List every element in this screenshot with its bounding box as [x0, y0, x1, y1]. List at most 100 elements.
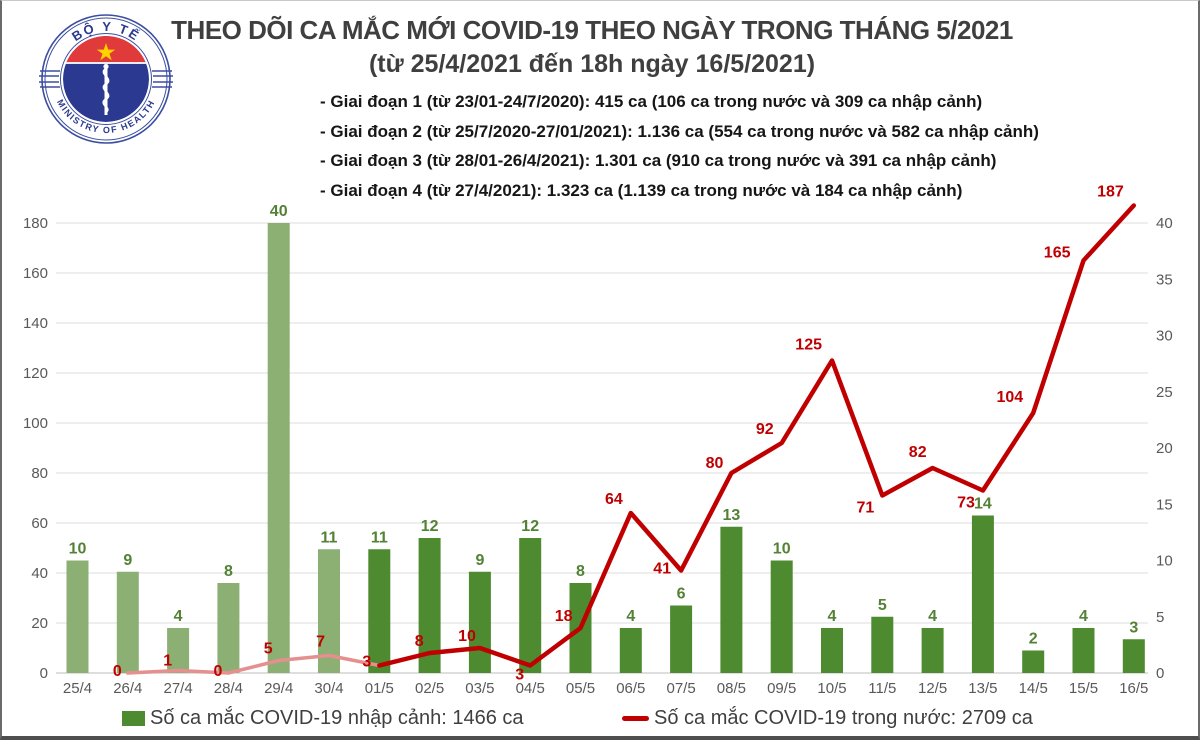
line-value-label: 0	[113, 663, 122, 680]
bar-value-label: 5	[878, 597, 887, 614]
bar	[267, 223, 290, 673]
bar	[1072, 628, 1095, 673]
legend-domestic-label: Số ca mắc COVID-19 trong nước: 2709 ca	[654, 707, 1033, 729]
right-axis-tick: 30	[1156, 328, 1173, 345]
right-axis-tick: 25	[1156, 384, 1173, 401]
x-axis-date-label: 30/4	[314, 680, 343, 697]
x-axis-date-label: 28/4	[214, 680, 243, 697]
bar-value-label: 4	[626, 608, 635, 625]
bar	[670, 605, 693, 673]
line-value-label: 0	[213, 663, 222, 680]
x-axis-date-label: 06/5	[616, 680, 645, 697]
bar	[167, 628, 190, 673]
bar-value-label: 3	[1129, 619, 1138, 636]
legend-bar-swatch-icon	[122, 711, 145, 726]
bar	[519, 538, 542, 673]
bar	[468, 571, 491, 673]
bar-value-label: 14	[974, 496, 992, 513]
bar	[418, 538, 441, 673]
bar	[116, 571, 139, 673]
x-axis-date-label: 04/5	[516, 680, 545, 697]
right-axis-tick: 15	[1156, 496, 1173, 513]
bar-value-label: 10	[69, 541, 87, 558]
x-axis-date-label: 15/5	[1069, 680, 1098, 697]
line-value-label: 7	[316, 634, 325, 651]
x-axis-date-label: 02/5	[415, 680, 444, 697]
ministry-of-health-logo: BỘ Y TẾ MINISTRY OF HEALTH	[36, 5, 176, 153]
bar-value-label: 4	[928, 608, 937, 625]
x-axis-date-label: 10/5	[817, 680, 846, 697]
bar-value-label: 9	[475, 552, 484, 569]
stage-3-summary: - Giai đoạn 3 (từ 28/01-26/4/2021): 1.30…	[320, 151, 997, 170]
line-value-label: 82	[909, 444, 927, 461]
bar-value-label: 4	[1079, 608, 1088, 625]
right-axis-tick: 20	[1156, 440, 1173, 457]
left-axis-tick: 180	[23, 215, 48, 232]
chart-legend: Số ca mắc COVID-19 nhập cảnh: 1466 ca Số…	[2, 705, 1198, 736]
x-axis-date-label: 27/4	[163, 680, 192, 697]
left-axis-tick: 40	[31, 565, 48, 582]
domestic-line	[377, 203, 1137, 668]
bar	[720, 526, 743, 673]
line-value-label: 41	[653, 561, 671, 578]
bar	[921, 628, 944, 673]
bar	[217, 583, 240, 673]
domestic-line-early	[126, 653, 382, 675]
star-icon	[96, 43, 116, 61]
logo-emblem-icon: BỘ Y TẾ MINISTRY OF HEALTH	[39, 14, 173, 144]
bar	[368, 549, 391, 673]
left-axis-tick: 160	[23, 265, 48, 282]
line-value-label: 104	[996, 389, 1023, 406]
line-value-label: 125	[795, 337, 822, 354]
left-axis-tick: 0	[40, 665, 48, 682]
bar-value-label: 13	[723, 507, 741, 524]
bar	[66, 560, 89, 673]
bar	[1122, 639, 1145, 673]
x-axis-date-label: 03/5	[465, 680, 494, 697]
line-value-label: 3	[515, 667, 524, 684]
page-subtitle: (từ 25/4/2021 đến 18h ngày 16/5/2021)	[368, 50, 816, 78]
right-axis-tick: 10	[1156, 553, 1173, 570]
bar-value-label: 40	[270, 203, 288, 220]
legend-item-imported: Số ca mắc COVID-19 nhập cảnh: 1466 ca	[122, 707, 524, 730]
x-axis-date-label: 13/5	[968, 680, 997, 697]
bar	[971, 515, 994, 673]
right-axis-tick: 40	[1156, 215, 1173, 232]
right-axis-tick: 0	[1156, 665, 1164, 682]
line-value-label: 187	[1097, 184, 1124, 201]
left-axis-tick: 140	[23, 315, 48, 332]
bar-value-label: 12	[521, 518, 539, 535]
bar-value-label: 9	[123, 552, 132, 569]
stage-1-summary: - Giai đoạn 1 (từ 23/01-24/7/2020): 415 …	[320, 92, 983, 111]
legend-item-domestic: Số ca mắc COVID-19 trong nước: 2709 ca	[622, 707, 1033, 730]
bar	[871, 616, 894, 673]
stage-summary-list: - Giai đoạn 1 (từ 23/01-24/7/2020): 415 …	[320, 87, 1080, 205]
x-axis-date-label: 16/5	[1119, 680, 1148, 697]
x-axis-date-label: 05/5	[566, 680, 595, 697]
x-axis-date-label: 01/5	[365, 680, 394, 697]
line-value-label: 5	[264, 641, 273, 658]
bar-value-label: 4	[828, 608, 837, 625]
line-value-label: 18	[555, 608, 573, 625]
bar-value-label: 11	[321, 529, 338, 546]
bar	[821, 628, 843, 673]
left-axis-tick: 100	[23, 415, 48, 432]
x-axis-date-label: 26/4	[113, 680, 142, 697]
legend-line-swatch-icon	[622, 716, 649, 721]
bar-value-label: 8	[576, 563, 585, 580]
line-value-label: 64	[605, 491, 623, 508]
x-axis-date-label: 25/4	[63, 680, 92, 697]
asclepius-staff-icon	[102, 63, 110, 115]
bar-value-label: 2	[1029, 631, 1038, 648]
line-value-label: 73	[957, 495, 975, 512]
left-axis-tick: 120	[23, 365, 48, 382]
page-title: THEO DÕI CA MẮC MỚI COVID-19 THEO NGÀY T…	[171, 15, 1013, 45]
x-axis-date-label: 29/4	[264, 680, 293, 697]
bar	[318, 549, 340, 673]
x-axis-date-label: 07/5	[666, 680, 695, 697]
left-axis-tick: 60	[31, 515, 48, 532]
bar	[770, 560, 793, 673]
bar-value-label: 6	[677, 586, 686, 603]
